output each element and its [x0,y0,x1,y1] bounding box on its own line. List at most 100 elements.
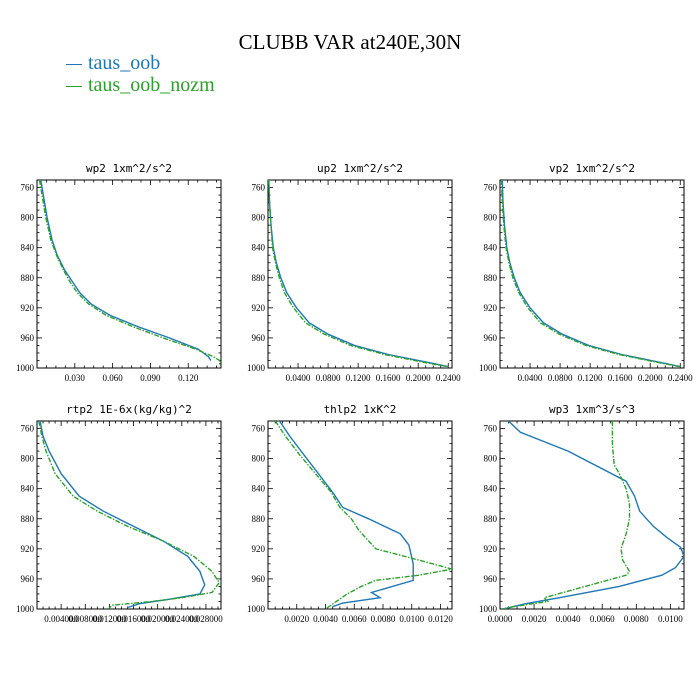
x-tick-label: 0.0800 [548,373,573,383]
x-tick-label: 0.0100 [399,614,424,624]
y-tick-label: 1000 [247,604,266,614]
y-tick-label: 880 [252,514,266,524]
x-tick-label: 0.1200 [346,373,371,383]
y-tick-label: 920 [21,544,35,554]
panel-vp2: vp2 1xm^2/s^2 760 800 840 880 920 960 1000 0.040… [479,162,693,383]
series-line-taus_oob [278,421,414,608]
plot-frame [267,179,453,369]
x-tick-label: 0.0400 [286,373,311,383]
legend-label: taus_oob [88,52,161,74]
x-tick-label: 0.090 [140,373,161,383]
x-tick-label: 0.060 [102,373,123,383]
x-tick-label: 0.1200 [578,373,603,383]
y-tick-label: 800 [484,454,498,464]
x-tick-label: 0.2000 [638,373,663,383]
x-tick-label: 0.120 [178,373,199,383]
y-tick-label: 840 [484,243,498,253]
y-tick-label: 1000 [479,604,498,614]
y-tick-label: 880 [484,273,498,283]
series-line-taus_oob [40,180,212,361]
x-tick-label: 0.0040 [313,614,338,624]
legend-entry-taus-oob-nozm: taus_oob_nozm [66,74,215,97]
y-tick-label: 760 [484,424,498,434]
panel-rtp2: rtp2 1E-6x(kg/kg)^2 760 800 840 880 920 960 100… [16,403,223,624]
y-tick-label: 880 [252,273,266,283]
panel-thlp2: thlp2 1xK^2 760 800 840 880 920 960 1000 0.0020 0… [247,403,453,624]
panel-title: wp3 1xm^3/s^3 [549,403,635,416]
x-tick-label: 0.020000 [141,614,175,624]
x-tick-label: 0.004000 [44,614,78,624]
x-tick-label: 0.008000 [68,614,102,624]
y-tick-label: 800 [484,213,498,223]
series-line-taus_oob_nozm [38,421,221,609]
y-tick-label: 960 [484,574,498,584]
y-tick-label: 1000 [479,363,498,373]
plot-frame [499,420,685,610]
series-line-taus_oob_nozm [38,180,221,365]
x-tick-label: 0.0080 [624,614,649,624]
x-tick-label: 0.0080 [371,614,396,624]
series-line-taus_oob [39,421,206,609]
x-tick-label: 0.012000 [93,614,127,624]
series-line-taus_oob [503,421,684,609]
x-tick-label: 0.0400 [518,373,543,383]
panel-title: rtp2 1E-6x(kg/kg)^2 [66,403,192,416]
series-line-taus_oob_nozm [501,421,631,609]
x-tick-label: 0.016000 [117,614,151,624]
panel-wp2: wp2 1xm^2/s^2 760 800 840 880 920 960 1000 0.030… [16,162,222,383]
panel-title: vp2 1xm^2/s^2 [549,162,635,175]
x-tick-label: 0.0800 [316,373,341,383]
y-tick-label: 960 [484,333,498,343]
legend-line-taus-oob [66,63,82,65]
y-tick-label: 800 [21,213,35,223]
legend-entry-taus-oob: taus_oob [66,52,160,75]
y-tick-label: 1000 [16,604,35,614]
y-tick-label: 760 [21,183,35,193]
x-tick-label: 0.0000 [488,614,513,624]
x-tick-label: 0.030 [65,373,86,383]
y-tick-label: 880 [484,514,498,524]
x-tick-label: 0.2400 [436,373,461,383]
panel-title: up2 1xm^2/s^2 [317,162,403,175]
y-tick-label: 840 [484,484,498,494]
y-tick-label: 800 [21,454,35,464]
y-tick-label: 840 [252,243,266,253]
x-tick-label: 0.0020 [522,614,547,624]
y-tick-label: 920 [252,303,266,313]
x-tick-label: 0.0020 [284,614,309,624]
y-tick-label: 840 [21,484,35,494]
y-tick-label: 920 [21,303,35,313]
y-tick-label: 840 [252,484,266,494]
y-tick-label: 880 [21,273,35,283]
y-tick-label: 840 [21,243,35,253]
x-tick-label: 0.0060 [342,614,367,624]
y-tick-label: 920 [484,544,498,554]
plot-frame [36,179,222,369]
plot-frame [36,420,222,610]
series-line-taus_oob_nozm [500,180,679,368]
y-tick-label: 920 [484,303,498,313]
series-line-taus_oob [268,180,449,368]
panel-wp3: wp3 1xm^3/s^3 760 800 840 880 920 960 10000.000… [479,403,685,624]
y-tick-label: 1000 [16,363,35,373]
x-tick-label: 0.1600 [608,373,633,383]
y-tick-label: 760 [484,183,498,193]
x-tick-label: 0.2000 [406,373,431,383]
y-tick-label: 760 [21,424,35,434]
y-tick-label: 960 [21,333,35,343]
y-tick-label: 800 [252,213,266,223]
x-tick-label: 0.0120 [428,614,453,624]
y-tick-label: 760 [252,183,266,193]
x-tick-label: 0.1600 [376,373,401,383]
x-tick-label: 0.0100 [658,614,683,624]
x-tick-label: 0.024000 [165,614,199,624]
y-tick-label: 960 [252,574,266,584]
series-line-taus_oob_nozm [268,180,447,368]
series-line-taus_oob_nozm [274,421,452,609]
series-line-taus_oob [501,180,681,368]
plot-frame [499,179,685,369]
y-tick-label: 920 [252,544,266,554]
y-tick-label: 760 [252,424,266,434]
x-tick-label: 0.2400 [668,373,693,383]
